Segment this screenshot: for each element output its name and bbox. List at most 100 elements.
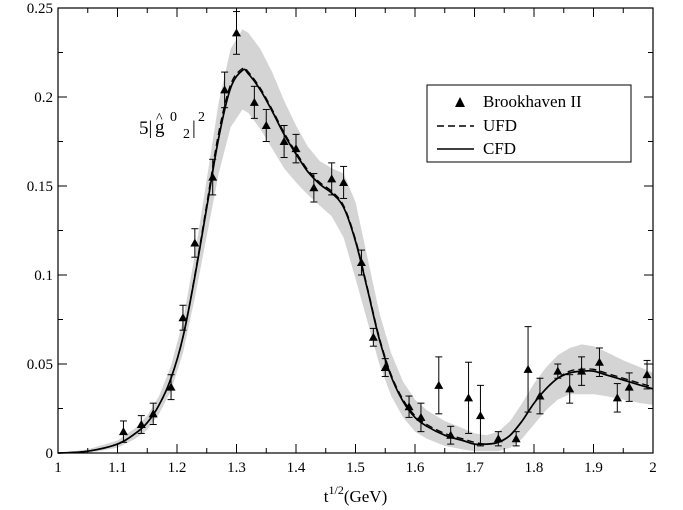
x-tick-label: 1.5 (346, 460, 365, 476)
annotation-sup: 0 (170, 110, 177, 125)
data-point (642, 359, 652, 390)
data-point (232, 11, 241, 55)
triangle-marker (511, 434, 521, 443)
triangle-marker (220, 85, 230, 94)
x-tick-label: 1 (54, 460, 62, 476)
triangle-marker (327, 174, 337, 183)
x-tick-label: 1.7 (465, 460, 484, 476)
legend: Brookhaven II UFD CFD (426, 84, 632, 163)
data-point (261, 108, 271, 142)
triangle-marker (356, 258, 366, 267)
y-tick-label: 0.05 (27, 357, 53, 373)
triangle-marker (291, 144, 301, 153)
x-tick-label: 2 (649, 460, 657, 476)
x-tick-label: 1.2 (168, 460, 187, 476)
curve-layer (57, 67, 654, 454)
triangle-marker (535, 391, 545, 400)
triangle-marker (475, 411, 485, 420)
legend-marker-brookhaven (455, 97, 465, 107)
data-point (493, 431, 503, 447)
data-point (464, 361, 474, 434)
data-point (220, 71, 230, 109)
annotation-g: g (155, 117, 165, 138)
triangle-marker (577, 366, 587, 375)
data-point (416, 402, 426, 433)
data-point (190, 228, 200, 258)
annotation-prefix: 5| (139, 118, 152, 139)
data-point (291, 133, 301, 164)
data-point (368, 327, 378, 347)
triangle-marker (565, 384, 575, 393)
data-point (249, 85, 259, 119)
data-point-layer (118, 11, 652, 447)
y-tick-label: 0 (46, 446, 54, 462)
triangle-marker (464, 393, 474, 402)
data-point (511, 431, 521, 447)
triangle-marker (118, 427, 128, 436)
triangle-marker (434, 380, 444, 389)
data-point (612, 383, 622, 413)
data-point (434, 356, 444, 415)
triangle-marker (642, 370, 652, 379)
curve-cfd (57, 68, 654, 454)
data-point (565, 374, 575, 404)
data-point (553, 363, 563, 379)
x-axis-label: t1/2(GeV) (324, 483, 388, 506)
triangle-marker (493, 434, 503, 443)
data-point (624, 372, 634, 402)
data-point (446, 425, 456, 445)
triangle-marker (261, 120, 271, 129)
triangle-marker (178, 313, 188, 322)
data-point (118, 420, 128, 443)
data-point (594, 347, 604, 377)
triangle-marker (368, 332, 378, 341)
data-point (208, 158, 218, 196)
x-tick-label: 1.1 (108, 460, 127, 476)
data-point (475, 384, 485, 447)
triangle-marker (553, 366, 563, 375)
triangle-marker (416, 412, 426, 421)
triangle-marker (166, 382, 176, 391)
triangle-marker (339, 177, 349, 186)
triangle-marker (136, 420, 146, 429)
data-point (148, 402, 158, 426)
triangle-marker (190, 238, 200, 247)
data-point (404, 395, 414, 418)
x-tick-label: 1.4 (287, 460, 306, 476)
y-tick-label: 0.25 (27, 1, 53, 17)
data-point (309, 173, 319, 203)
annotation-hat: ^ (156, 111, 163, 126)
legend-label-cfd: CFD (483, 139, 516, 158)
legend-label-ufd: UFD (483, 116, 517, 135)
data-point (356, 249, 366, 276)
data-point (577, 356, 587, 386)
triangle-marker (446, 430, 456, 439)
triangle-marker (208, 172, 218, 181)
x-tick-label: 1.9 (584, 460, 603, 476)
legend-label-brookhaven: Brookhaven II (483, 92, 582, 111)
triangle-marker (309, 183, 319, 192)
y-tick-label: 0.2 (34, 90, 53, 106)
data-point (166, 374, 176, 401)
x-tick-label: 1.3 (227, 460, 246, 476)
data-point (535, 377, 545, 415)
x-axis-label-sup: 1/2 (328, 483, 343, 497)
triangle-marker (404, 402, 414, 411)
triangle-marker (594, 357, 604, 366)
data-point (279, 124, 289, 159)
annotation-sub: 2 (183, 127, 190, 142)
triangle-marker (624, 382, 634, 391)
data-point (136, 415, 146, 434)
triangle-marker (523, 364, 533, 373)
annotation-bar: | (192, 118, 196, 139)
annotation-power: 2 (198, 110, 205, 125)
data-point (523, 326, 533, 413)
triangle-marker (232, 28, 241, 37)
data-point (380, 358, 390, 377)
triangle-marker (380, 363, 390, 372)
x-axis-label-unit: (GeV) (344, 487, 387, 506)
tick-layer: 1 1.1 1.2 1.3 1.4 1.5 1.6 1.7 1.8 1.9 200.050.10.1… (27, 1, 657, 476)
y-tick-label: 0.1 (34, 268, 53, 284)
curve-annotation: 5| g ^ 0 2 | 2 (139, 110, 205, 142)
